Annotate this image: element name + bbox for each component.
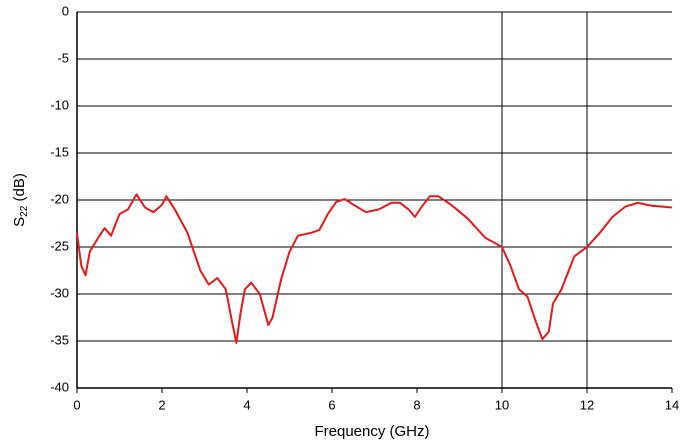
x-tick-label: 10 [495,397,509,412]
x-axis-label: Frequency (GHz) [314,423,429,440]
y-label-main: S [11,217,28,227]
y-tick-label: -10 [50,97,69,112]
y-tick-label: 0 [62,3,69,18]
x-tick-label: 14 [665,397,679,412]
y-tick-label: -25 [50,238,69,253]
x-tick-label: 8 [413,397,420,412]
y-axis-label: S22 (dB) [11,173,30,227]
y-tick-label: -35 [50,332,69,347]
data-line [76,193,673,344]
y-tick-label: -15 [50,144,69,159]
x-tick-label: 12 [580,397,594,412]
x-tick-label: 0 [73,397,80,412]
y-tick-label: -30 [50,285,69,300]
x-tick-label: 4 [243,397,250,412]
y-tick-label: -20 [50,191,69,206]
x-tick-label: 6 [328,397,335,412]
y-label-subscript: 22 [19,205,30,217]
x-tick-label: 2 [158,397,165,412]
y-label-unit: (dB) [11,173,28,206]
y-tick-label: -40 [50,379,69,394]
y-tick-label: -5 [57,50,69,65]
